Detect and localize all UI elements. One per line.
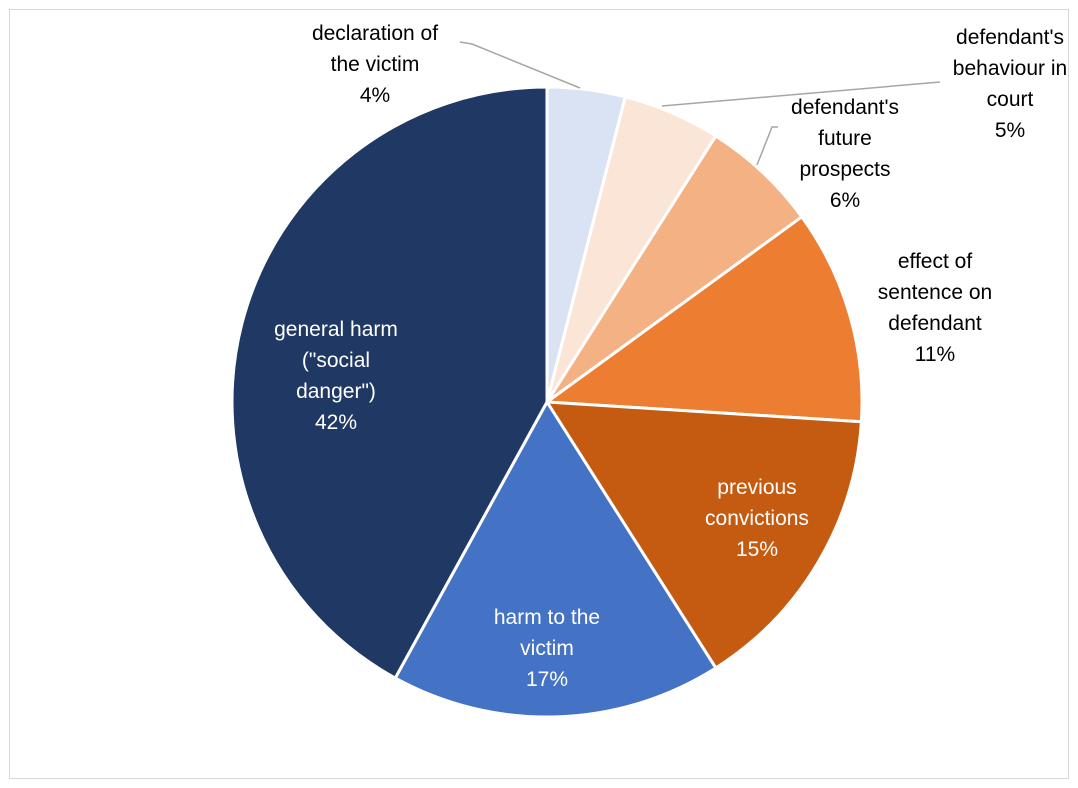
slice-label-line: harm to the	[494, 606, 600, 629]
slice-label-5: harm to the victim 17%	[494, 606, 600, 691]
slice-label-3: effect of sentence on defendant 11%	[878, 250, 992, 366]
slice-percent-5: 17%	[526, 668, 568, 691]
pie-slice-3	[542, 214, 864, 424]
pie-slice-5	[393, 399, 718, 719]
slice-label-0: declaration of the victim 4%	[312, 22, 438, 107]
slice-label-line: convictions	[705, 507, 809, 530]
slice-percent-4: 15%	[736, 538, 778, 561]
leader-line-2	[756, 126, 778, 166]
slice-label-line: ("social	[302, 349, 370, 372]
leader-line-0	[459, 41, 581, 89]
slice-label-line: defendant's	[956, 26, 1064, 49]
slice-label-line: danger")	[296, 380, 376, 403]
slice-label-line: defendant's	[791, 96, 899, 119]
slice-label-line: the victim	[331, 53, 420, 76]
slice-label-line: court	[987, 88, 1034, 111]
slice-label-line: previous	[717, 476, 796, 499]
slice-label-6: general harm ("social danger") 42%	[274, 318, 398, 434]
slice-label-line: victim	[520, 637, 574, 660]
slice-label-2: defendant's future prospects 6%	[791, 96, 899, 212]
slice-label-line: defendant	[888, 312, 982, 335]
slice-label-line: prospects	[799, 158, 890, 181]
slice-percent-2: 6%	[830, 189, 860, 212]
slice-label-line: general harm	[274, 318, 398, 341]
slice-label-line: effect of	[898, 250, 972, 273]
slice-percent-1: 5%	[995, 119, 1025, 142]
slice-label-line: declaration of	[312, 22, 438, 45]
slice-percent-0: 4%	[360, 84, 390, 107]
leader-line-1	[661, 81, 941, 107]
slice-label-line: sentence on	[878, 281, 992, 304]
pie-slice-4	[544, 400, 863, 671]
slice-label-1: defendant's behaviour in court 5%	[953, 26, 1067, 142]
slice-label-line: future	[818, 127, 872, 150]
slice-label-4: previous convictions 15%	[705, 476, 809, 561]
slice-percent-6: 42%	[315, 411, 357, 434]
pie-slice-6	[230, 85, 549, 681]
pie-slice-2	[545, 133, 804, 404]
slice-percent-3: 11%	[915, 343, 955, 366]
slice-label-line: behaviour in	[953, 57, 1067, 80]
